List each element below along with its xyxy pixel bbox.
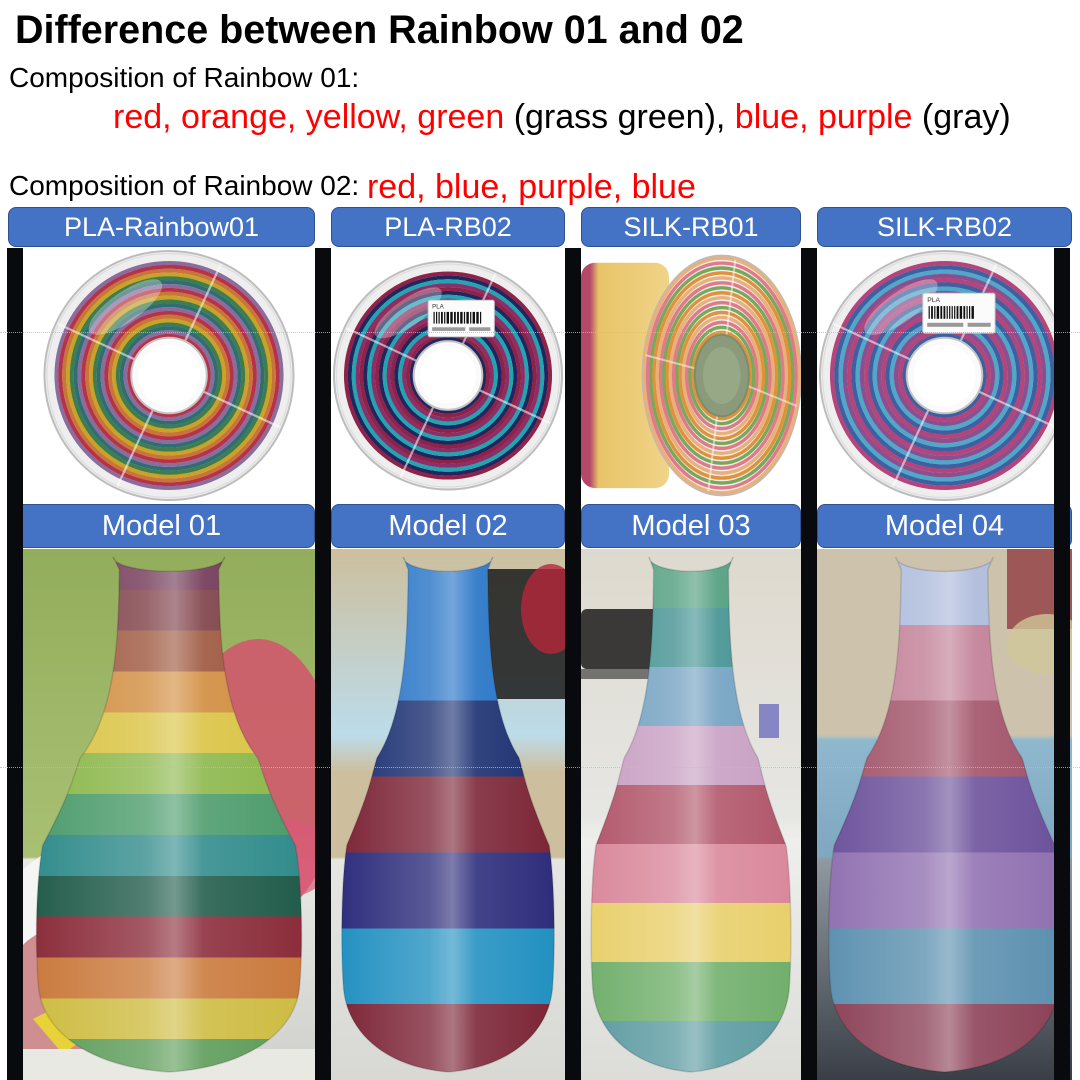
svg-text:PLA: PLA [432, 303, 445, 310]
svg-text:PLA: PLA [927, 297, 940, 304]
